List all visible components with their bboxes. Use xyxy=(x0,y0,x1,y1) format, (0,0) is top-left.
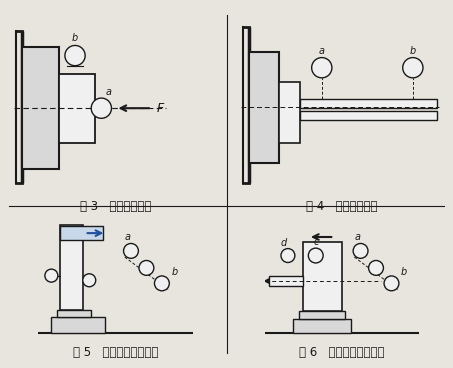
Text: 图 4   近、远端跳动: 图 4 近、远端跳动 xyxy=(306,201,378,213)
Text: a: a xyxy=(106,87,111,97)
Circle shape xyxy=(91,98,111,118)
Circle shape xyxy=(45,269,58,282)
Bar xyxy=(60,224,83,309)
Text: b: b xyxy=(72,33,78,43)
Text: 图 6   尾架上侧母线测量: 图 6 尾架上侧母线测量 xyxy=(299,346,385,359)
Circle shape xyxy=(384,276,399,291)
Circle shape xyxy=(154,276,169,291)
Bar xyxy=(51,317,105,333)
Text: $F$: $F$ xyxy=(156,102,165,115)
Text: a: a xyxy=(354,231,361,242)
Bar xyxy=(299,311,345,319)
Circle shape xyxy=(139,261,154,275)
Bar xyxy=(279,82,299,143)
Circle shape xyxy=(369,261,383,275)
Text: a: a xyxy=(319,46,325,56)
Bar xyxy=(304,242,342,311)
Text: b: b xyxy=(410,46,416,56)
Bar xyxy=(59,74,95,143)
Circle shape xyxy=(281,249,295,262)
Bar xyxy=(270,276,304,286)
Circle shape xyxy=(403,57,423,78)
Text: 图 5   主轴上侧母线测量: 图 5 主轴上侧母线测量 xyxy=(73,346,158,359)
Bar xyxy=(299,111,437,120)
Bar xyxy=(57,309,91,317)
Text: d: d xyxy=(280,238,286,248)
Text: b: b xyxy=(171,267,178,277)
Text: b: b xyxy=(401,267,407,277)
Circle shape xyxy=(353,244,368,258)
Circle shape xyxy=(124,244,138,258)
Bar xyxy=(249,52,279,163)
Circle shape xyxy=(312,57,332,78)
Text: c: c xyxy=(313,237,318,247)
Bar xyxy=(22,47,59,169)
Circle shape xyxy=(65,45,85,66)
Bar xyxy=(60,226,103,240)
Text: 图 3   端面跳动测量: 图 3 端面跳动测量 xyxy=(80,201,151,213)
Text: a: a xyxy=(125,231,131,242)
Bar xyxy=(299,99,437,108)
Circle shape xyxy=(308,248,323,263)
Bar xyxy=(293,319,351,333)
Circle shape xyxy=(83,274,96,287)
Polygon shape xyxy=(265,278,271,284)
